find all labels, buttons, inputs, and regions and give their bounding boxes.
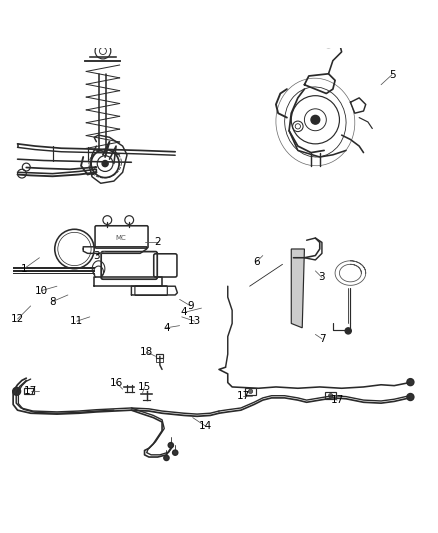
Text: 8: 8 <box>49 296 56 306</box>
Bar <box>156 354 163 358</box>
Text: MC: MC <box>115 235 126 241</box>
Circle shape <box>173 450 178 455</box>
Circle shape <box>164 455 169 461</box>
Text: 3: 3 <box>93 251 100 261</box>
Text: 13: 13 <box>188 316 201 326</box>
Bar <box>325 392 336 399</box>
Text: 15: 15 <box>138 382 151 392</box>
Bar <box>245 388 256 395</box>
Text: 1: 1 <box>21 264 28 273</box>
Bar <box>156 359 163 362</box>
Bar <box>24 388 34 394</box>
Text: 17: 17 <box>331 395 344 405</box>
Circle shape <box>13 387 21 395</box>
Text: 17: 17 <box>24 386 37 397</box>
Circle shape <box>407 378 414 386</box>
Text: 17: 17 <box>237 391 250 401</box>
Text: 16: 16 <box>110 377 123 387</box>
Circle shape <box>345 328 351 334</box>
Text: 2: 2 <box>154 237 161 247</box>
Text: 11: 11 <box>70 316 83 326</box>
Circle shape <box>102 160 108 167</box>
Polygon shape <box>291 249 304 328</box>
Circle shape <box>328 393 333 398</box>
Text: 4: 4 <box>180 308 187 318</box>
Circle shape <box>311 115 320 124</box>
Text: 4: 4 <box>163 323 170 333</box>
Text: 10: 10 <box>35 286 48 296</box>
Text: 12: 12 <box>11 314 24 324</box>
Text: 5: 5 <box>389 70 396 79</box>
Text: 18: 18 <box>140 347 153 357</box>
Text: 3: 3 <box>318 272 325 282</box>
Text: 14: 14 <box>199 422 212 431</box>
Text: 7: 7 <box>318 334 325 344</box>
Text: 9: 9 <box>187 301 194 311</box>
Circle shape <box>407 393 414 400</box>
Text: 6: 6 <box>253 257 260 267</box>
Circle shape <box>248 389 253 393</box>
Circle shape <box>168 442 173 448</box>
